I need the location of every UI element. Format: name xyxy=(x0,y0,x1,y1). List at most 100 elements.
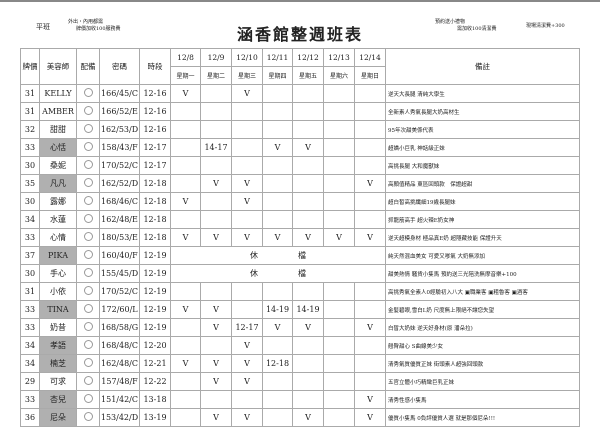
circle-icon xyxy=(83,286,93,295)
slot-cell: 13-18 xyxy=(139,390,171,409)
day-cell xyxy=(354,282,386,301)
day-cell xyxy=(323,138,355,157)
day-cell: V xyxy=(200,300,232,319)
stylist-name: 尼朵 xyxy=(39,408,77,427)
circle-icon xyxy=(83,214,93,223)
slot-cell: 12-18 xyxy=(139,192,171,211)
table-row: 34 水蓮 162/48/E 12-18 抓龍筋高手 超火辣E奶女神 xyxy=(20,210,580,229)
col-weekday: 星期四 xyxy=(262,66,293,85)
col-weekday: 星期三 xyxy=(231,66,263,85)
price-cell: 29 xyxy=(20,372,40,391)
day-cell: V xyxy=(200,408,232,427)
circle-icon xyxy=(83,142,93,151)
day-cell xyxy=(292,156,324,175)
equip-cell xyxy=(76,192,100,211)
code-cell: 170/52/C xyxy=(99,156,140,175)
note-cell: 高顏值精品 東區回頭款 保證超甜 xyxy=(385,174,580,193)
day-cell: V xyxy=(292,138,324,157)
note-cell: 全新素人秀氣長腿大奶高材生 xyxy=(385,102,580,121)
day-cell xyxy=(170,282,201,301)
day-cell xyxy=(262,102,293,121)
price-cell: 30 xyxy=(20,192,40,211)
price-cell: 36 xyxy=(20,408,40,427)
header-note-right-1: 預約送小禮物 xyxy=(435,19,466,25)
day-cell xyxy=(323,390,355,409)
header-note-left-2: 牌價加收100服務費 xyxy=(76,26,121,32)
day-cell: V xyxy=(354,408,386,427)
day-cell: V xyxy=(262,318,293,337)
day-cell xyxy=(354,156,386,175)
note-cell: 超白皙高挑纖細19歲長腿妹 xyxy=(385,192,580,211)
note-cell: 純天然混血美女 可愛又嗲氣 大奶無添加 xyxy=(385,246,580,265)
day-cell xyxy=(262,174,293,193)
day-cell: V xyxy=(231,354,263,373)
circle-icon xyxy=(83,376,93,385)
day-cell xyxy=(292,336,324,355)
circle-icon xyxy=(83,178,93,187)
note-cell: 抓龍筋高手 超火辣E奶女神 xyxy=(385,210,580,229)
day-cell: V xyxy=(354,318,386,337)
day-cell xyxy=(292,102,324,121)
col-weekday: 星期二 xyxy=(200,66,232,85)
day-cell xyxy=(323,102,355,121)
circle-icon xyxy=(83,88,93,97)
day-cell xyxy=(262,192,293,211)
day-cell xyxy=(323,318,355,337)
day-cell xyxy=(200,210,232,229)
note-cell: 超嬌小巨乳 神話級正妹 xyxy=(385,138,580,157)
code-cell: 162/48/C xyxy=(99,354,140,373)
day-cell xyxy=(323,174,355,193)
col-date: 12/13 xyxy=(323,48,355,67)
equip-cell xyxy=(76,318,100,337)
note-cell: 白皙大奶妹 逆天好身材(原 潘朵拉) xyxy=(385,318,580,337)
col-weekday: 星期日 xyxy=(354,66,386,85)
day-cell xyxy=(200,192,232,211)
day-cell xyxy=(200,336,232,355)
day-cell xyxy=(262,336,293,355)
code-cell: 151/42/C xyxy=(99,390,140,409)
day-cell xyxy=(170,102,201,121)
day-cell: V xyxy=(170,228,201,247)
note-cell: 高挑秀氣全素人0經驗初入八大 ▣職業客 ▣粗魯客 ▣酒客 xyxy=(385,282,580,301)
col-notes: 備註 xyxy=(385,48,580,85)
stylist-name: 孝語 xyxy=(39,336,77,355)
code-cell: 160/40/F xyxy=(99,246,140,265)
price-cell: 33 xyxy=(20,138,40,157)
table-row: 31 小依 170/52/C 12-19 高挑秀氣全素人0經驗初入八大 ▣職業客 ▣粗魯… xyxy=(20,282,580,301)
slot-cell: 12-17 xyxy=(139,138,171,157)
stylist-name: 水蓮 xyxy=(39,210,77,229)
table-row: 30 露娜 168/46/C 12-18 V V 超白皙高挑纖細19歲長腿妹 xyxy=(20,192,580,211)
day-cell xyxy=(200,84,232,103)
day-cell xyxy=(354,120,386,139)
day-cell xyxy=(354,300,386,319)
day-cell xyxy=(170,390,201,409)
day-cell xyxy=(354,354,386,373)
day-cell xyxy=(354,84,386,103)
day-cell xyxy=(323,192,355,211)
equip-cell xyxy=(76,336,100,355)
equip-cell xyxy=(76,174,100,193)
col-stylist: 美容師 xyxy=(39,48,77,85)
day-cell xyxy=(323,210,355,229)
day-cell: 12-18 xyxy=(262,354,293,373)
slot-cell: 12-19 xyxy=(139,300,171,319)
table-row: 33 心情 180/53/E 12-18 V V V V V V V 逆天超模身材 極品真E奶 超隱藏… xyxy=(20,228,580,247)
day-cell xyxy=(170,138,201,157)
code-cell: 157/48/F xyxy=(99,372,140,391)
day-cell xyxy=(170,174,201,193)
off-cell: 休 檔 xyxy=(170,246,386,265)
header-note-far-right: 現場清潔費+300 xyxy=(526,23,565,29)
col-equip: 配備 xyxy=(76,48,100,85)
slot-cell: 12-18 xyxy=(139,228,171,247)
slot-cell: 12-19 xyxy=(139,282,171,301)
code-cell: 172/60/L xyxy=(99,300,140,319)
day-cell xyxy=(231,300,263,319)
price-cell: 33 xyxy=(20,318,40,337)
day-cell: V xyxy=(200,372,232,391)
day-cell xyxy=(292,84,324,103)
day-cell: V xyxy=(262,228,293,247)
day-cell xyxy=(231,156,263,175)
price-cell: 34 xyxy=(20,210,40,229)
price-cell: 35 xyxy=(20,174,40,193)
day-cell xyxy=(262,282,293,301)
